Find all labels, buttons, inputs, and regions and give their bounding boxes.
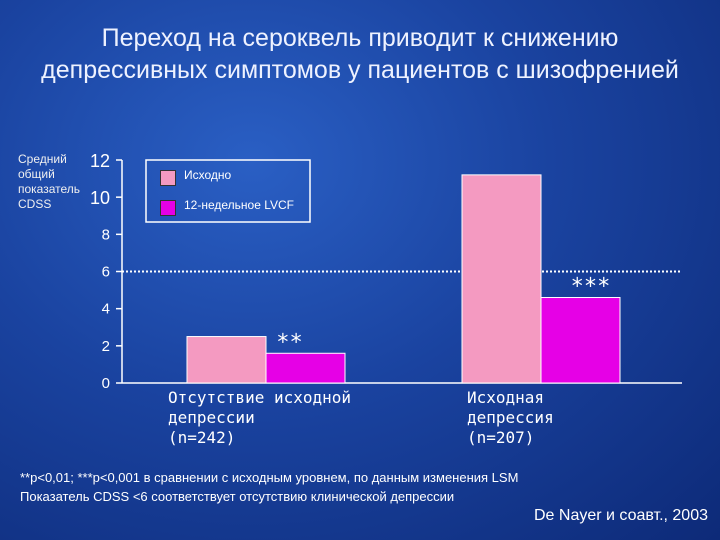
- legend-swatch-week12: [160, 200, 176, 216]
- y-axis-label: Средний общий показатель CDSS: [18, 152, 81, 211]
- category-line: (n=207): [467, 428, 535, 447]
- bar-week12: [265, 352, 346, 384]
- bar-baseline: [186, 336, 267, 384]
- legend-label-week12: 12-недельное LVCF: [184, 198, 295, 212]
- category-label-no-depression: Отсутствие исходной депрессии (n=242): [168, 388, 351, 448]
- legend-swatch-baseline: [160, 170, 176, 186]
- category-line: (n=242): [168, 428, 236, 447]
- y-tick-label: 6: [102, 264, 110, 281]
- legend-label-baseline: Исходно: [184, 168, 232, 182]
- category-label-baseline-depression: Исходная депрессия (n=207): [467, 388, 554, 448]
- y-tick-label: 2: [102, 338, 110, 355]
- source-citation: De Nayer и соавт., 2003: [533, 507, 708, 524]
- category-line: Отсутствие исходной: [168, 388, 352, 407]
- category-line: депрессии: [168, 408, 255, 427]
- slide-title: Переход на сероквель приводит к снижению…: [41, 24, 679, 84]
- y-tick-label: 8: [102, 226, 110, 243]
- significance-marker: **: [276, 330, 303, 355]
- y-tick-label: 12: [90, 151, 110, 171]
- bar-week12: [540, 297, 621, 384]
- category-line: Исходная: [467, 388, 545, 407]
- y-tick-label: 10: [90, 188, 110, 208]
- category-line: депрессия: [467, 408, 554, 427]
- legend-box: [145, 159, 311, 223]
- footnote: **p<0,01; ***p<0,001 в сравнении с исход…: [20, 468, 710, 506]
- footnote-significance: **p<0,01; ***p<0,001 в сравнении с исход…: [20, 470, 519, 485]
- footnote-cdss: Показатель CDSS <6 соответствует отсутст…: [20, 489, 455, 504]
- y-tick-label: 0: [102, 375, 110, 392]
- significance-marker: ***: [571, 275, 611, 300]
- bar-baseline: [461, 174, 542, 384]
- y-tick-label: 4: [102, 301, 110, 318]
